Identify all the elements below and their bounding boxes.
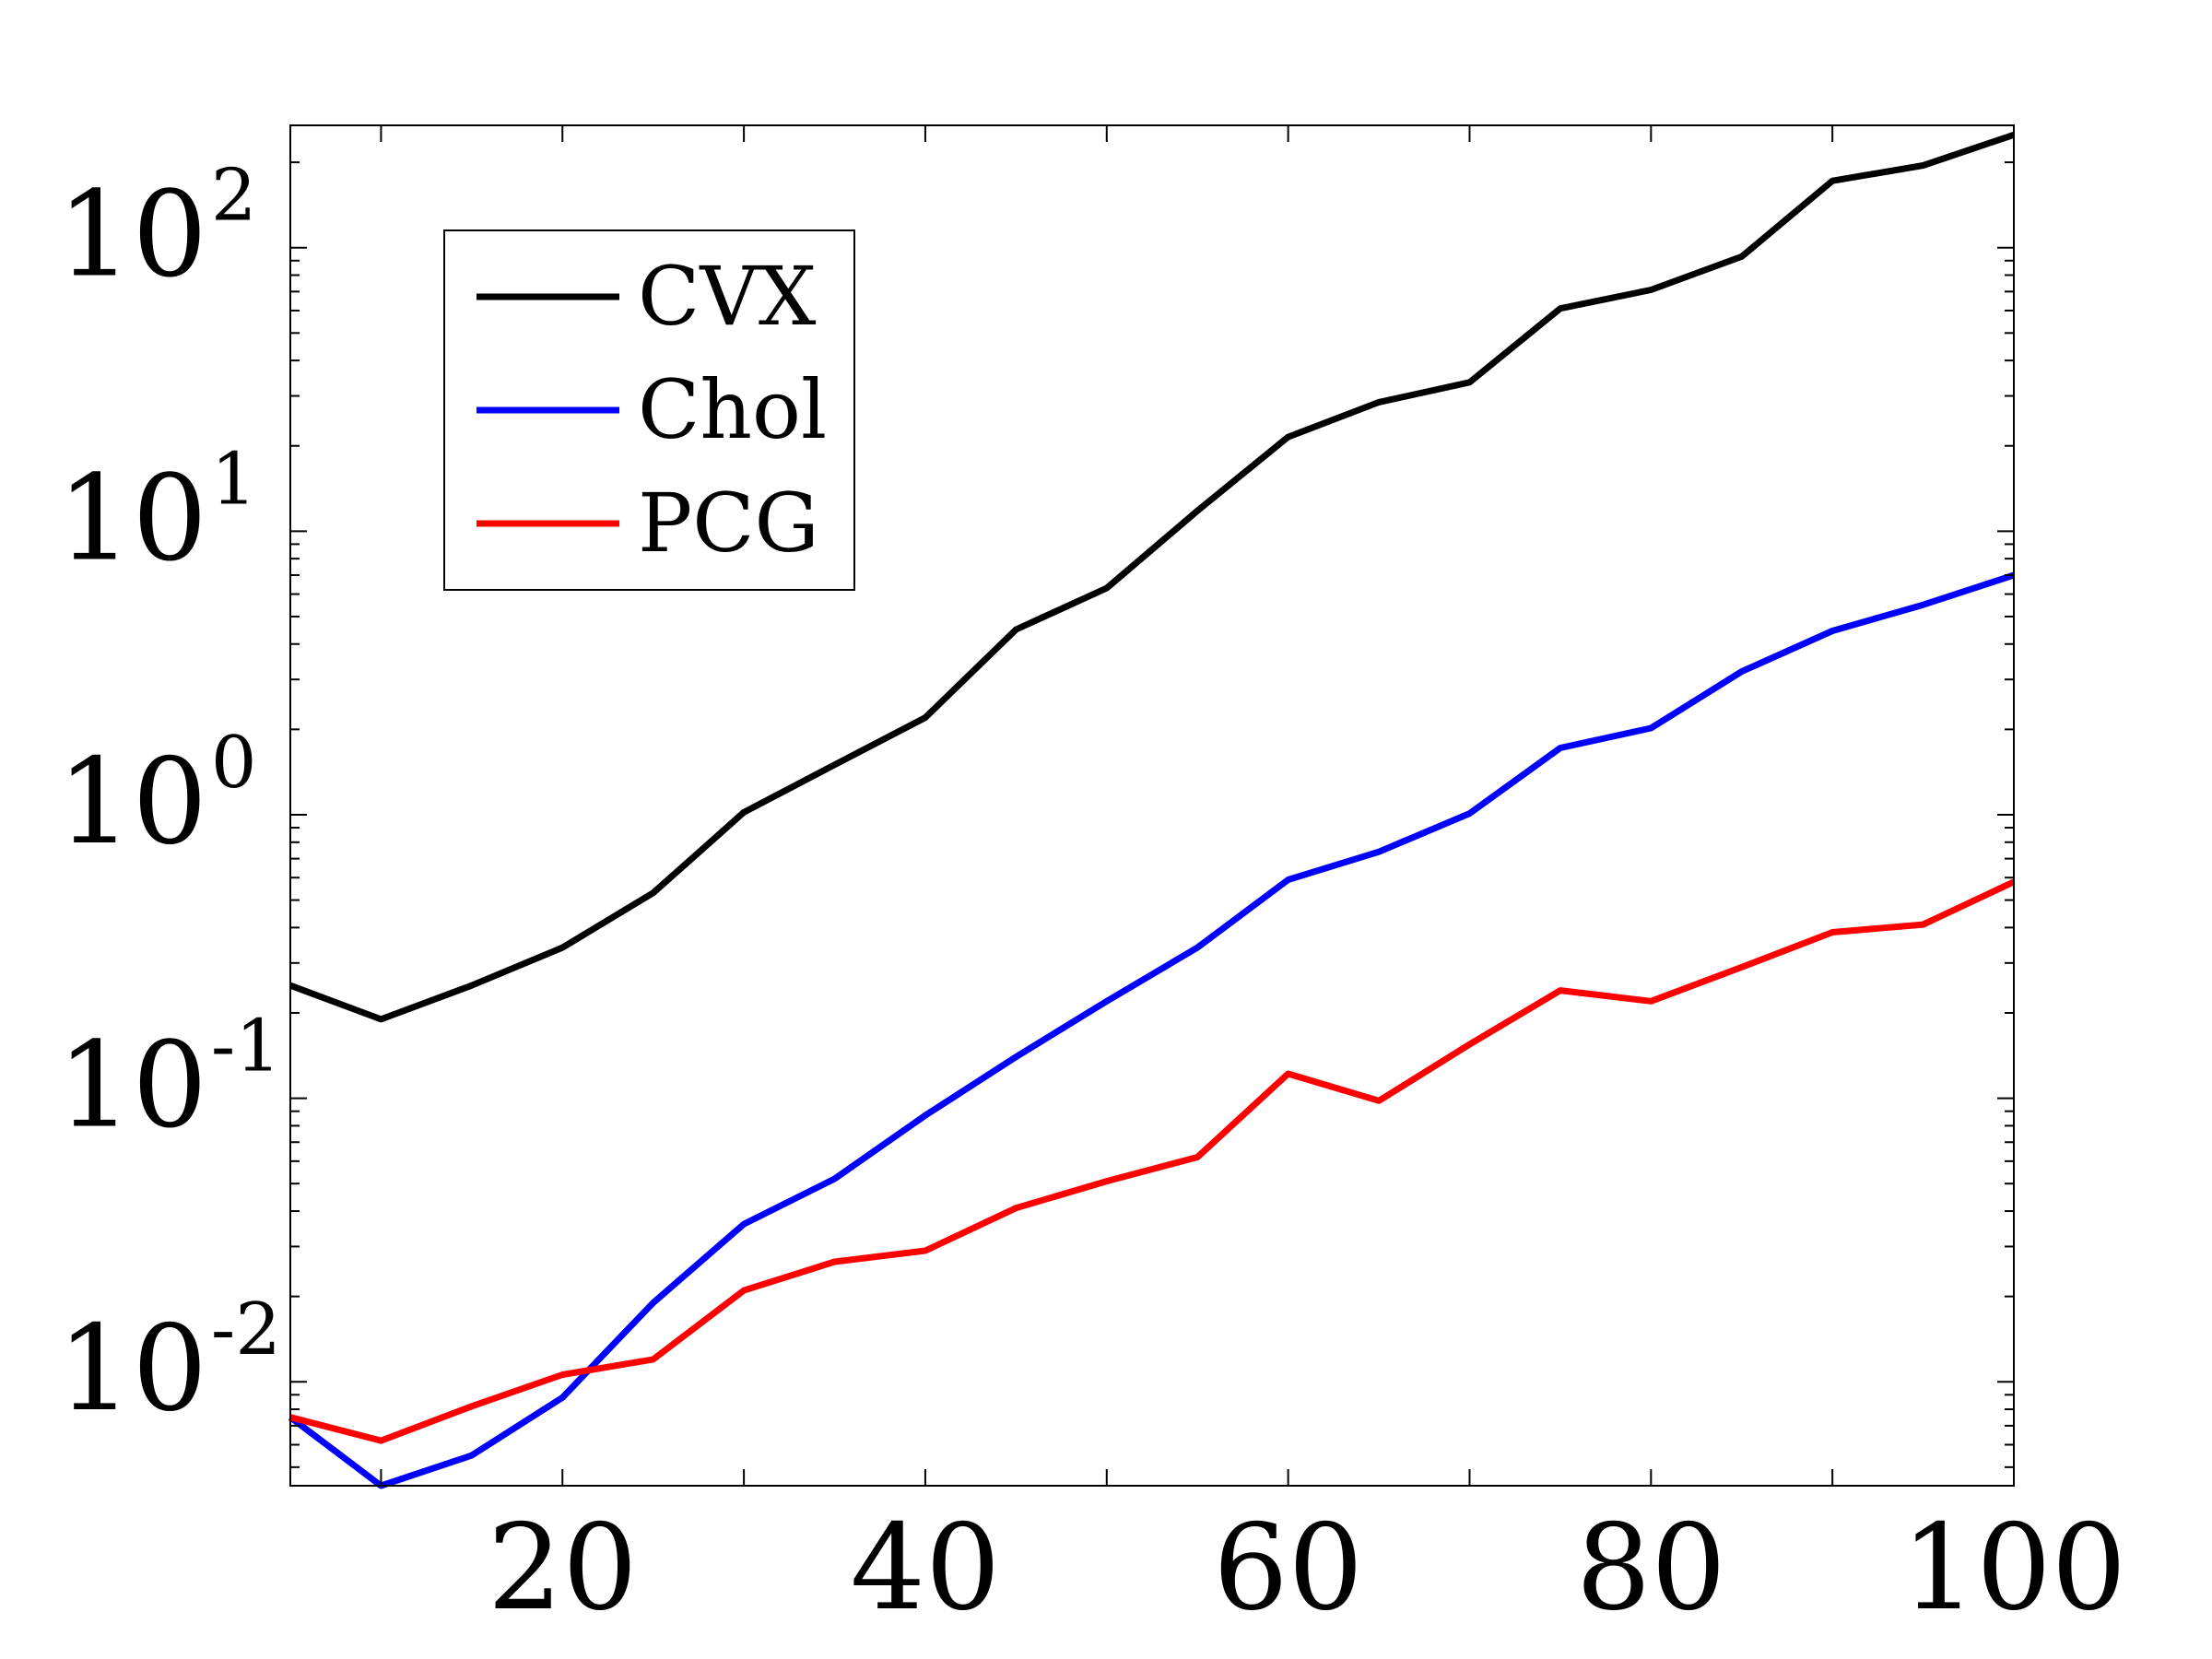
legend-label-pcg: PCG xyxy=(638,476,819,571)
axes-frame xyxy=(289,124,2015,1487)
y-tick-label: 102 xyxy=(57,155,257,304)
series-line-cvx xyxy=(288,131,2016,1023)
x-tick-label: 20 xyxy=(488,1500,638,1637)
y-tick-label: 10-2 xyxy=(57,1288,281,1438)
x-tick-label: 100 xyxy=(1901,1500,2126,1637)
y-tick-label: 100 xyxy=(57,722,257,871)
x-tick-label: 80 xyxy=(1576,1500,1726,1637)
y-tick-label: 10-1 xyxy=(57,1006,281,1155)
tick-labels: 20 40 60 80 100 10-2 10-1 100 101 102 xyxy=(57,155,2126,1637)
x-tick-label: 60 xyxy=(1213,1500,1363,1637)
legend-label-chol: Chol xyxy=(638,362,827,457)
axes xyxy=(289,124,2015,1487)
legend-label-cvx: CVX xyxy=(638,249,817,344)
series-line-chol xyxy=(288,571,2016,1489)
plot-area xyxy=(288,131,2016,1489)
legend: CVX Chol PCG xyxy=(443,229,855,591)
y-tick-label: 101 xyxy=(57,438,257,587)
series-line-pcg xyxy=(289,878,2016,1444)
x-tick-label: 40 xyxy=(851,1500,1001,1637)
